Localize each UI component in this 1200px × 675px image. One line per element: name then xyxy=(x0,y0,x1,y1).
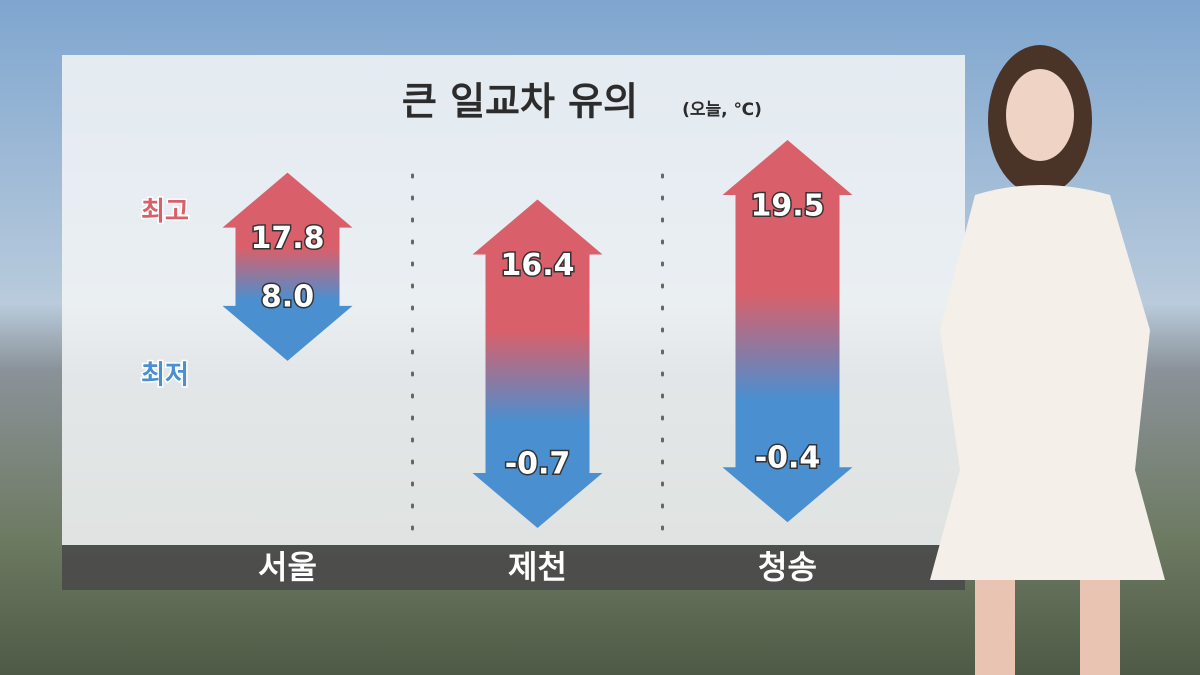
label-band xyxy=(62,545,965,590)
value-label: -0.7 xyxy=(505,447,571,482)
range-arrow xyxy=(472,199,603,528)
category-label: 서울 xyxy=(258,548,317,586)
category-label: 청송 xyxy=(758,548,817,586)
value-label: 17.8 xyxy=(250,221,324,256)
category-label: 제천 xyxy=(508,548,567,586)
chart-subtitle: (오늘, ℃) xyxy=(682,100,762,120)
range-arrow xyxy=(722,140,853,523)
value-label: 8.0 xyxy=(261,279,314,314)
value-label: 16.4 xyxy=(500,248,574,283)
value-label: 19.5 xyxy=(750,189,824,224)
chart-title: 큰 일교차 유의 xyxy=(402,80,638,124)
legend-label: 최저 xyxy=(141,360,189,390)
presenter xyxy=(930,45,1165,675)
value-label: -0.4 xyxy=(755,441,821,476)
range-arrow xyxy=(222,172,353,361)
legend-label: 최고 xyxy=(141,197,189,227)
